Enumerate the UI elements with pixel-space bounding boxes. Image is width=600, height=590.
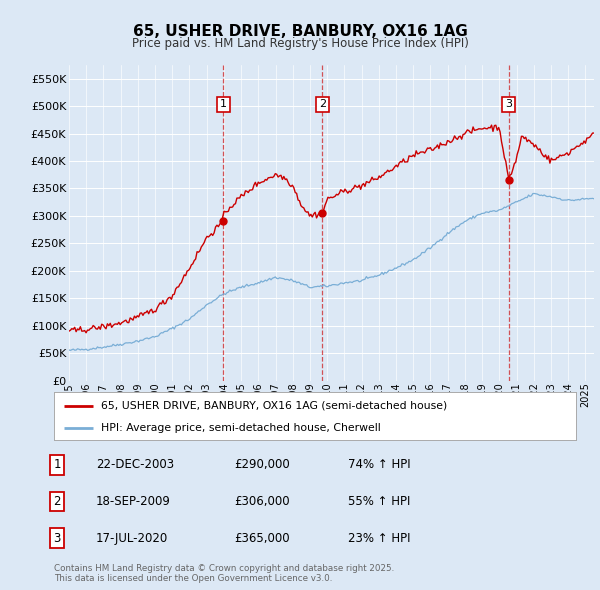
Text: 3: 3 xyxy=(505,99,512,109)
Text: 17-JUL-2020: 17-JUL-2020 xyxy=(96,532,168,545)
Text: 65, USHER DRIVE, BANBURY, OX16 1AG (semi-detached house): 65, USHER DRIVE, BANBURY, OX16 1AG (semi… xyxy=(101,401,447,411)
Text: 2: 2 xyxy=(53,495,61,508)
Text: HPI: Average price, semi-detached house, Cherwell: HPI: Average price, semi-detached house,… xyxy=(101,423,381,432)
Text: £365,000: £365,000 xyxy=(234,532,290,545)
Text: 3: 3 xyxy=(53,532,61,545)
Text: £306,000: £306,000 xyxy=(234,495,290,508)
Text: 74% ↑ HPI: 74% ↑ HPI xyxy=(348,458,410,471)
Text: Price paid vs. HM Land Registry's House Price Index (HPI): Price paid vs. HM Land Registry's House … xyxy=(131,37,469,50)
Text: 55% ↑ HPI: 55% ↑ HPI xyxy=(348,495,410,508)
Text: 65, USHER DRIVE, BANBURY, OX16 1AG: 65, USHER DRIVE, BANBURY, OX16 1AG xyxy=(133,24,467,38)
Text: £290,000: £290,000 xyxy=(234,458,290,471)
Text: Contains HM Land Registry data © Crown copyright and database right 2025.
This d: Contains HM Land Registry data © Crown c… xyxy=(54,563,394,583)
Text: 1: 1 xyxy=(220,99,227,109)
Text: 2: 2 xyxy=(319,99,326,109)
Text: 23% ↑ HPI: 23% ↑ HPI xyxy=(348,532,410,545)
Text: 18-SEP-2009: 18-SEP-2009 xyxy=(96,495,171,508)
Text: 22-DEC-2003: 22-DEC-2003 xyxy=(96,458,174,471)
Text: 1: 1 xyxy=(53,458,61,471)
